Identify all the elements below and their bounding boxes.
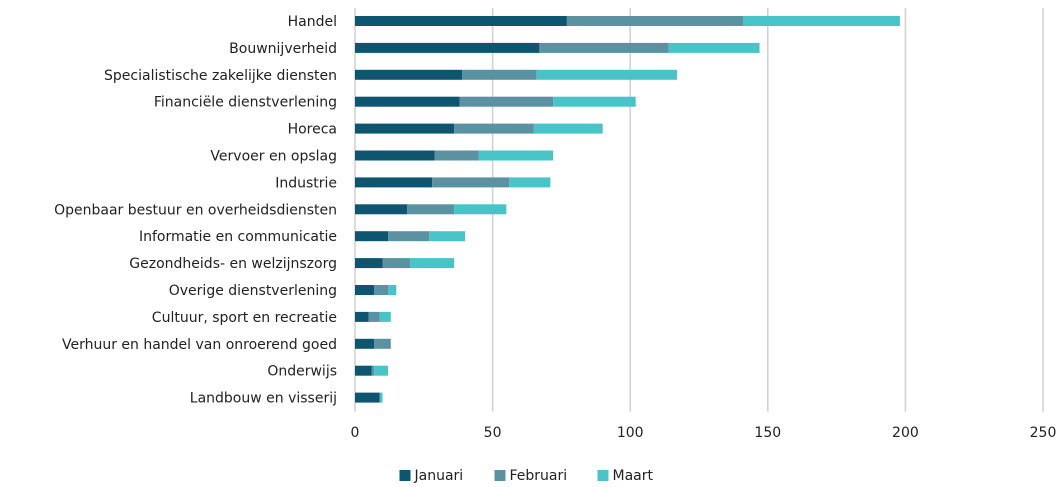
bar-februari-cultuur-sport-en-recreatie xyxy=(368,311,380,322)
bar-maart-cultuur-sport-en-recreatie xyxy=(379,311,391,322)
x-axis-ticks: 0 50 100 150 200 250 xyxy=(351,425,1057,441)
category-label-onderwijs: Onderwijs xyxy=(267,364,337,380)
legend: Januari Februari Maart xyxy=(399,468,654,484)
legend-swatch-januari xyxy=(399,470,411,481)
bar-maart-industrie xyxy=(509,177,551,188)
x-tick-label-100: 100 xyxy=(617,425,644,441)
category-label-cultuur-sport-en-recreatie: Cultuur, sport en recreatie xyxy=(152,310,337,326)
bar-februari-handel xyxy=(566,16,744,26)
bars xyxy=(355,16,900,403)
bar-januari-onderwijs xyxy=(355,365,372,376)
bar-februari-specialistische-zakelijke-diensten xyxy=(462,69,537,80)
category-label-bouwnijverheid: Bouwnijverheid xyxy=(229,41,337,57)
bar-januari-landbouw-en-visserij xyxy=(355,392,380,403)
legend-swatch-februari xyxy=(494,470,506,481)
bar-maart-onderwijs xyxy=(374,365,389,376)
bar-februari-openbaar-bestuur-en-overheidsdiensten xyxy=(407,204,455,215)
x-tick-label-150: 150 xyxy=(754,425,781,441)
bar-februari-onderwijs xyxy=(371,365,375,376)
bar-maart-informatie-en-communicatie xyxy=(429,231,466,242)
bar-januari-vervoer-en-opslag xyxy=(355,150,435,161)
category-label-openbaar-bestuur-en-overheidsdiensten: Openbaar bestuur en overheidsdiensten xyxy=(54,202,337,218)
bar-januari-cultuur-sport-en-recreatie xyxy=(355,311,369,322)
bar-januari-industrie xyxy=(355,177,433,188)
category-label-overige-dienstverlening: Overige dienstverlening xyxy=(169,283,337,299)
bar-februari-bouwnijverheid xyxy=(539,42,669,53)
bar-maart-financiele-dienstverlening xyxy=(553,96,636,107)
bar-maart-bouwnijverheid xyxy=(668,42,760,53)
category-label-specialistische-zakelijke-diensten: Specialistische zakelijke diensten xyxy=(104,68,337,84)
legend-swatch-maart xyxy=(597,470,609,481)
category-label-landbouw-en-visserij: Landbouw en visserij xyxy=(190,391,337,407)
bar-maart-openbaar-bestuur-en-overheidsdiensten xyxy=(454,204,507,215)
legend-label-februari: Februari xyxy=(510,468,568,484)
bar-februari-financiele-dienstverlening xyxy=(459,96,554,107)
bar-januari-bouwnijverheid xyxy=(355,42,540,53)
bar-januari-handel xyxy=(355,16,567,26)
bar-maart-landbouw-en-visserij xyxy=(379,392,383,403)
x-tick-label-250: 250 xyxy=(1030,425,1057,441)
bar-januari-specialistische-zakelijke-diensten xyxy=(355,69,463,80)
bar-maart-overige-dienstverlening xyxy=(388,285,397,295)
bar-maart-handel xyxy=(743,16,900,26)
bar-februari-vervoer-en-opslag xyxy=(434,150,479,161)
legend-label-januari: Januari xyxy=(414,468,464,484)
bar-januari-horeca xyxy=(355,123,455,134)
bar-maart-gezondheids-en-welzijnszorg xyxy=(410,258,455,269)
category-label-informatie-en-communicatie: Informatie en communicatie xyxy=(139,229,337,245)
bar-maart-vervoer-en-opslag xyxy=(478,150,554,161)
category-label-financiele-dienstverlening: Financiële dienstverlening xyxy=(154,95,337,111)
bar-februari-verhuur-en-handel-van-onroerend-goed xyxy=(374,338,391,349)
category-label-vervoer-en-opslag: Vervoer en opslag xyxy=(210,149,337,165)
category-label-verhuur-en-handel-van-onroerend-goed: Verhuur en handel van onroerend goed xyxy=(62,337,337,353)
category-labels: Handel Bouwnijverheid Specialistische zake… xyxy=(54,14,337,407)
category-label-handel: Handel xyxy=(288,14,337,30)
bar-maart-specialistische-zakelijke-diensten xyxy=(536,69,677,80)
bar-februari-gezondheids-en-welzijnszorg xyxy=(382,258,411,269)
bar-januari-openbaar-bestuur-en-overheidsdiensten xyxy=(355,204,408,215)
category-label-gezondheids-en-welzijnszorg: Gezondheids- en welzijnszorg xyxy=(129,256,337,272)
bar-februari-overige-dienstverlening xyxy=(374,285,389,295)
bar-januari-overige-dienstverlening xyxy=(355,285,375,295)
bar-januari-informatie-en-communicatie xyxy=(355,231,389,242)
bar-januari-financiele-dienstverlening xyxy=(355,96,460,107)
bar-februari-industrie xyxy=(432,177,510,188)
bar-februari-informatie-en-communicatie xyxy=(388,231,430,242)
x-tick-label-200: 200 xyxy=(892,425,919,441)
x-tick-label-0: 0 xyxy=(351,425,360,441)
bar-maart-horeca xyxy=(533,123,603,134)
bar-februari-horeca xyxy=(454,123,534,134)
category-label-industrie: Industrie xyxy=(275,175,337,191)
bar-januari-gezondheids-en-welzijnszorg xyxy=(355,258,383,269)
x-tick-label-50: 50 xyxy=(484,425,502,441)
legend-label-maart: Maart xyxy=(613,468,654,484)
bar-januari-verhuur-en-handel-van-onroerend-goed xyxy=(355,338,375,349)
category-label-horeca: Horeca xyxy=(288,122,337,138)
